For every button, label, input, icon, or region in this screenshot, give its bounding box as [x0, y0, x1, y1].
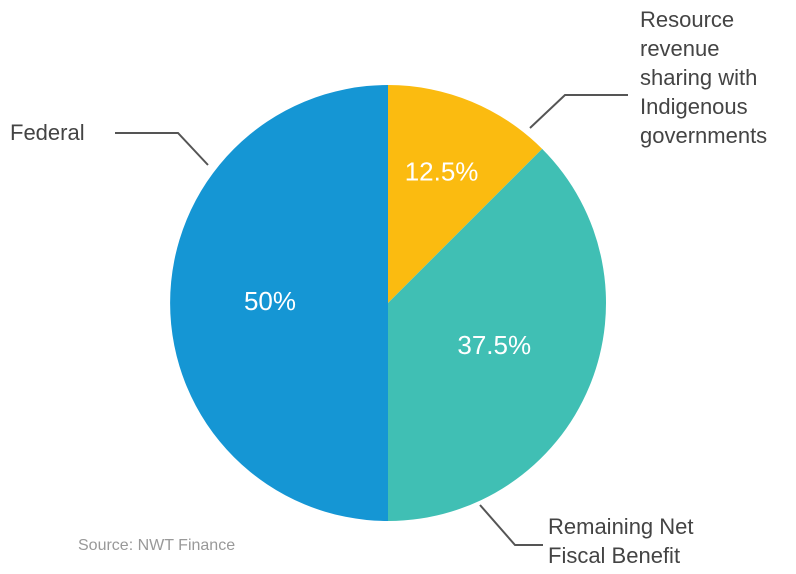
source-note: Source: NWT Finance	[78, 537, 236, 554]
category-label: Federal	[10, 120, 85, 145]
leader-line	[479, 504, 543, 546]
leader-line	[115, 132, 209, 166]
leader-line	[529, 94, 628, 129]
pie-slice	[388, 148, 606, 522]
category-label: Remaining Net Fiscal Benefit	[548, 514, 694, 568]
value-label: 12.5%	[405, 157, 479, 187]
value-label: 50%	[244, 286, 296, 316]
value-label: 37.5%	[457, 330, 531, 360]
pie-slice	[170, 85, 388, 521]
pie-slice	[388, 85, 543, 303]
category-label: Resource revenue sharing with Indigenous…	[640, 7, 768, 148]
